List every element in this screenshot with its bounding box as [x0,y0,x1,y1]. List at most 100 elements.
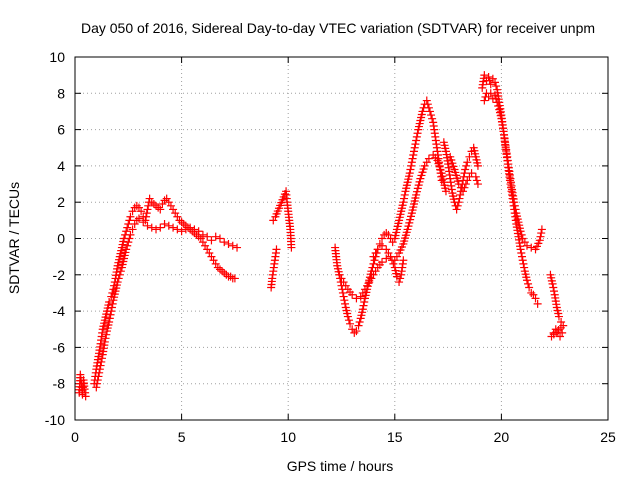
data-point [107,303,116,312]
series-arc4 [267,245,281,292]
data-point [179,219,188,228]
data-point [107,307,116,316]
data-point [352,294,361,303]
data-point [455,194,464,203]
data-point [160,196,169,205]
data-point [106,310,115,319]
data-point [205,249,214,258]
data-point [556,332,565,341]
data-point [517,230,526,239]
data-point [203,245,212,254]
data-point [114,274,123,283]
data-point [395,278,404,287]
data-point [102,330,111,339]
data-point [224,239,233,248]
series-arc3 [92,214,242,392]
data-point [220,268,229,277]
data-point [207,236,216,245]
data-point [382,245,391,254]
data-point [213,263,222,272]
data-point [105,317,114,326]
series-arc9 [439,138,482,214]
data-point [344,316,353,325]
data-point [410,143,419,152]
data-point [418,107,427,116]
data-point [423,100,432,109]
data-point [101,334,110,343]
data-point [484,72,493,81]
data-point [378,241,387,250]
grid [75,57,608,420]
data-points [75,71,568,401]
data-point [123,223,132,232]
data-point [154,203,163,212]
data-point [427,111,436,120]
data-point [100,337,109,346]
data-point [531,294,540,303]
data-point [405,169,414,178]
y-tick-label: -6 [53,339,66,355]
data-point [510,198,519,207]
data-point [414,181,423,190]
data-point [105,298,114,307]
data-point [404,222,413,231]
data-point [95,365,104,374]
data-point [517,249,526,258]
data-point [403,225,412,234]
data-point [386,252,395,261]
data-point [230,274,239,283]
data-point [413,184,422,193]
data-point [520,263,529,272]
data-point [169,223,178,232]
data-point [407,161,416,170]
data-point [480,96,489,105]
data-point [132,216,141,225]
data-point [116,267,125,276]
data-point [211,232,220,241]
data-point [537,229,546,238]
data-point [175,216,184,225]
data-point [190,225,199,234]
data-point [222,270,231,279]
data-point [228,241,237,250]
data-point [194,227,203,236]
data-point [422,96,431,105]
data-point [94,372,103,381]
data-point [164,198,173,207]
y-tick-label: -4 [53,303,66,319]
data-point [156,205,165,214]
data-point [471,172,480,181]
data-point [152,225,161,234]
data-point [384,249,393,258]
data-point [152,201,161,210]
data-point [527,288,536,297]
data-point [424,103,433,112]
data-point [122,227,131,236]
data-point [162,194,171,203]
chart-title: Day 050 of 2016, Sidereal Day-to-day VTE… [81,20,595,36]
x-tick-label: 20 [494,429,510,445]
data-point [173,212,182,221]
data-point [441,187,450,196]
data-point [177,218,186,227]
data-point [399,198,408,207]
data-point [156,223,165,232]
data-point [124,238,133,247]
data-point [158,200,167,209]
y-tick-label: 4 [57,158,65,174]
data-point [201,241,210,250]
data-point [218,267,227,276]
series-arc12 [480,89,546,254]
data-point [139,218,148,227]
data-point [93,379,102,388]
data-point [422,158,431,167]
x-axis-label: GPS time / hours [287,458,394,474]
data-point [123,241,132,250]
data-point [558,328,567,337]
y-tick-label: -10 [45,412,65,428]
data-point [400,194,409,203]
series-arc5 [269,187,296,252]
data-point [355,317,364,326]
series-arc2 [90,194,239,388]
